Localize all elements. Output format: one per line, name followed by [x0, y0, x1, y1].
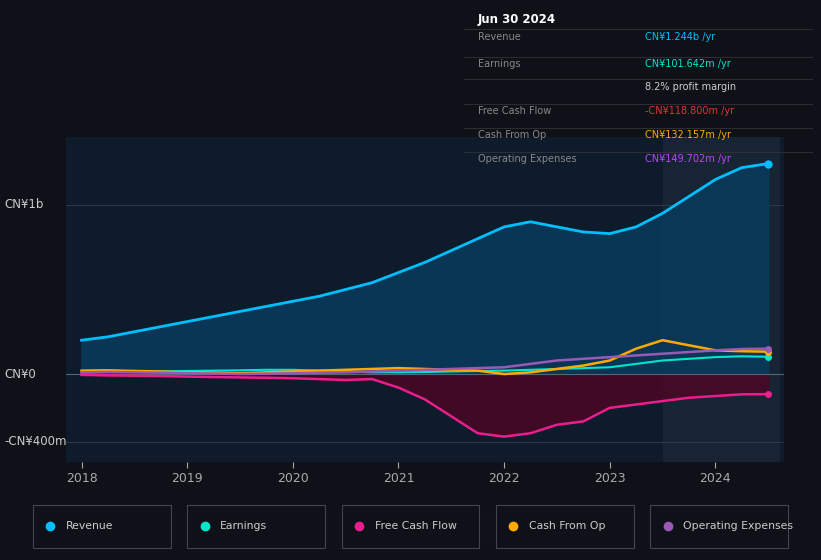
Text: Jun 30 2024: Jun 30 2024	[478, 13, 556, 26]
Text: CN¥132.157m /yr: CN¥132.157m /yr	[645, 130, 732, 141]
FancyBboxPatch shape	[496, 505, 634, 548]
Text: CN¥149.702m /yr: CN¥149.702m /yr	[645, 155, 732, 164]
Text: CN¥1.244b /yr: CN¥1.244b /yr	[645, 32, 716, 42]
Text: Free Cash Flow: Free Cash Flow	[374, 521, 456, 531]
Text: Earnings: Earnings	[220, 521, 268, 531]
Text: Revenue: Revenue	[478, 32, 521, 42]
Text: -CN¥400m: -CN¥400m	[4, 435, 67, 448]
FancyBboxPatch shape	[33, 505, 171, 548]
FancyBboxPatch shape	[187, 505, 325, 548]
Text: Cash From Op: Cash From Op	[529, 521, 605, 531]
Text: CN¥101.642m /yr: CN¥101.642m /yr	[645, 59, 731, 69]
FancyBboxPatch shape	[650, 505, 788, 548]
Text: Operating Expenses: Operating Expenses	[683, 521, 793, 531]
Bar	[663, 137, 779, 462]
Text: Operating Expenses: Operating Expenses	[478, 155, 576, 164]
Text: Revenue: Revenue	[66, 521, 113, 531]
Text: CN¥0: CN¥0	[4, 367, 36, 381]
Text: Cash From Op: Cash From Op	[478, 130, 546, 141]
Text: -CN¥118.800m /yr: -CN¥118.800m /yr	[645, 106, 735, 116]
FancyBboxPatch shape	[342, 505, 479, 548]
Text: CN¥1b: CN¥1b	[4, 198, 44, 211]
Text: Free Cash Flow: Free Cash Flow	[478, 106, 551, 116]
Text: Earnings: Earnings	[478, 59, 521, 69]
Text: 8.2% profit margin: 8.2% profit margin	[645, 82, 736, 92]
